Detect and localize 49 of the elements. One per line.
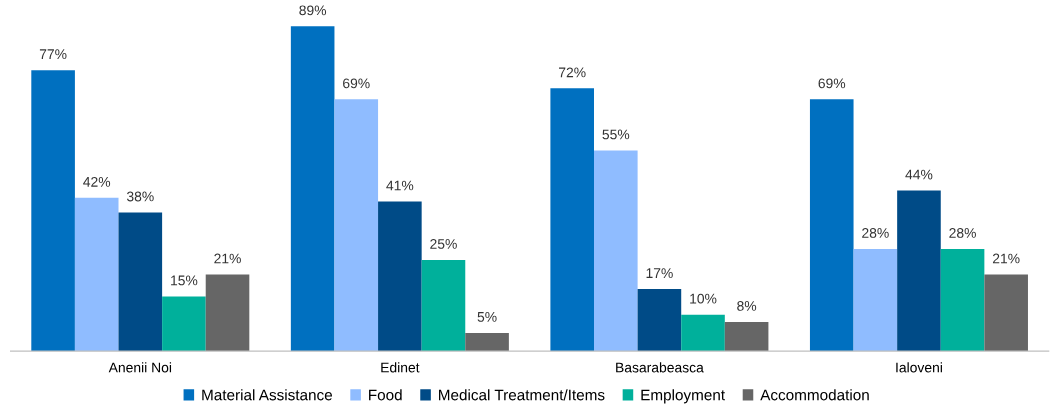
bar bbox=[984, 274, 1028, 352]
data-label: 5% bbox=[477, 312, 497, 322]
legend-label: Employment bbox=[641, 389, 725, 404]
x-tick-label: Ialoveni bbox=[896, 362, 942, 373]
bar bbox=[681, 314, 725, 352]
legend-label: Accommodation bbox=[760, 389, 869, 401]
bar bbox=[118, 212, 163, 352]
data-label: 69% bbox=[818, 78, 846, 89]
bar bbox=[162, 296, 206, 352]
bar bbox=[940, 248, 985, 352]
data-label: 38% bbox=[126, 191, 154, 202]
data-label: 42% bbox=[83, 176, 111, 187]
data-label: 89% bbox=[299, 5, 327, 16]
legend-label: Food bbox=[369, 389, 402, 401]
data-label: 25% bbox=[430, 238, 457, 249]
bar bbox=[334, 99, 379, 352]
data-label: 17% bbox=[646, 268, 673, 278]
legend-label: Medical Treatment/Items bbox=[439, 389, 605, 401]
bar bbox=[74, 197, 119, 352]
data-label: 77% bbox=[39, 49, 67, 59]
data-label: 10% bbox=[690, 293, 717, 304]
bar bbox=[421, 259, 466, 352]
data-label: 21% bbox=[214, 253, 241, 264]
data-label: 44% bbox=[905, 169, 933, 180]
bar bbox=[809, 99, 854, 352]
x-tick-label: Anenii Noi bbox=[108, 362, 172, 373]
bar bbox=[853, 248, 898, 352]
bar bbox=[550, 88, 594, 352]
x-tick-label: Edinet bbox=[381, 362, 420, 373]
legend-label: Material Assistance bbox=[202, 389, 332, 401]
bar bbox=[594, 150, 638, 352]
data-label: 15% bbox=[171, 275, 198, 286]
bar bbox=[637, 289, 682, 352]
bar bbox=[724, 321, 769, 352]
bar bbox=[465, 332, 509, 352]
data-label: 21% bbox=[992, 253, 1020, 264]
data-label: 69% bbox=[343, 78, 370, 89]
bar bbox=[205, 274, 250, 352]
data-label: 28% bbox=[949, 228, 976, 238]
bar bbox=[897, 190, 941, 352]
data-label: 28% bbox=[862, 228, 889, 238]
data-label: 55% bbox=[602, 129, 630, 140]
data-label: 41% bbox=[386, 180, 414, 191]
bar bbox=[290, 26, 335, 352]
data-label: 72% bbox=[559, 67, 586, 78]
bar bbox=[378, 201, 422, 352]
bar bbox=[31, 70, 75, 352]
x-tick-label: Basarabeasca bbox=[616, 362, 704, 373]
data-label: 8% bbox=[737, 301, 757, 311]
